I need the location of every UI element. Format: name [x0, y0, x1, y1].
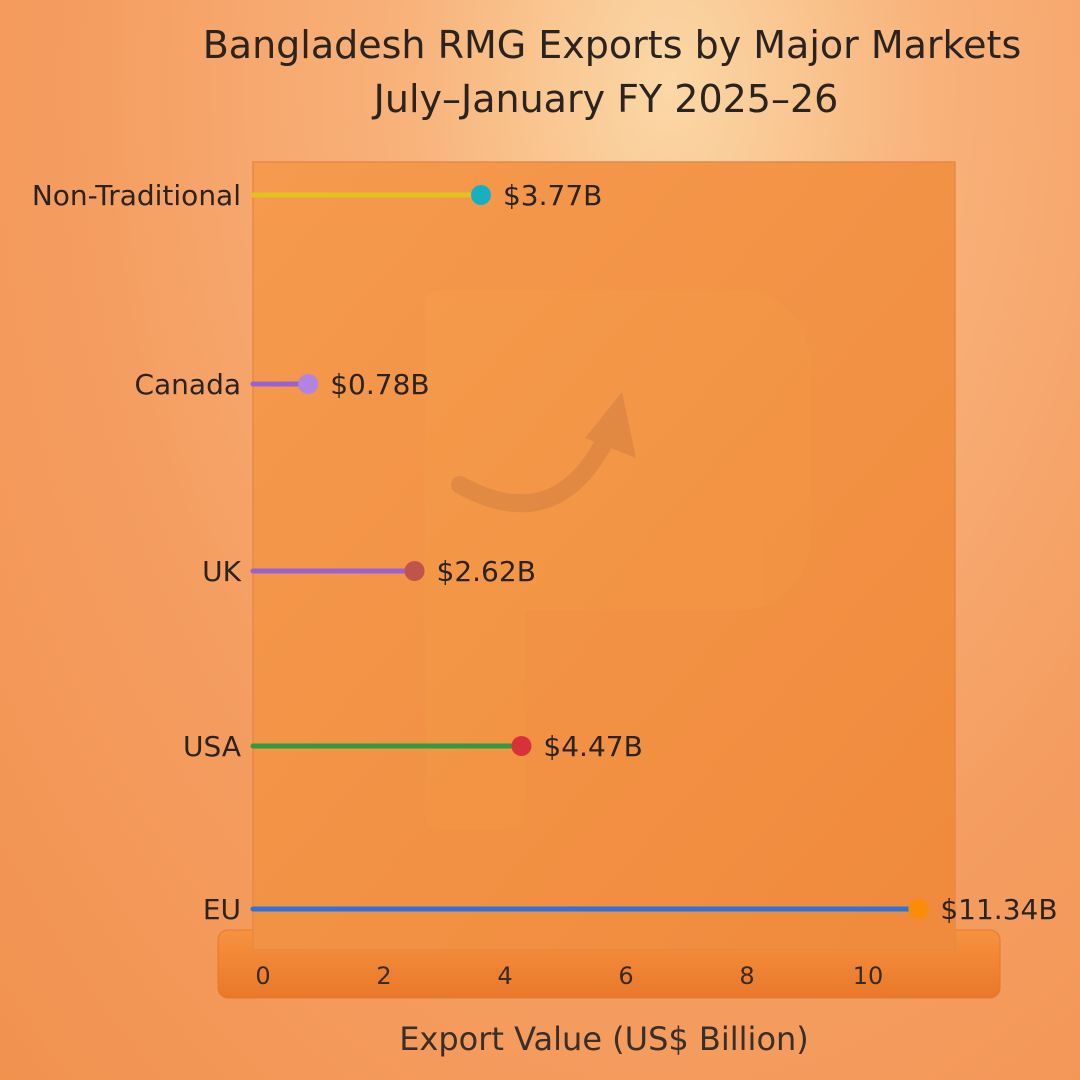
x-tick-label: 6	[618, 962, 633, 990]
lollipop-dot	[908, 899, 929, 919]
y-tick-label: Non-Traditional	[32, 179, 241, 212]
lollipop-series: $3.77B $0.78B $2.62B $4.47B $11.34B	[250, 179, 1058, 926]
value-label: $2.62B	[437, 555, 536, 588]
lollipop-dot	[470, 185, 491, 205]
y-tick-label: UK	[202, 555, 241, 588]
plot-panel	[252, 161, 956, 951]
lollipop-dot	[298, 374, 319, 394]
chart-title-line-1: Bangladesh RMG Exports by Major Markets	[203, 23, 1022, 67]
x-tick-label: 4	[497, 962, 512, 990]
y-tick-label: USA	[183, 730, 241, 763]
lollipop-dot	[511, 736, 532, 756]
x-tick-label: 8	[739, 962, 754, 990]
value-label: $11.34B	[940, 893, 1057, 926]
value-label: $0.78B	[330, 368, 429, 401]
y-axis-labels: Non-Traditional Canada UK USA EU	[32, 179, 242, 926]
y-tick-label: Canada	[134, 368, 241, 401]
x-axis-ticks: 0 2 4 6 8 10	[255, 962, 883, 990]
x-tick-label: 2	[376, 962, 391, 990]
y-tick-label: EU	[203, 893, 241, 926]
watermark-logo	[425, 290, 810, 830]
chart-title-line-2: July–January FY 2025–26	[372, 77, 839, 121]
x-axis-label: Export Value (US$ Billion)	[399, 1020, 809, 1058]
x-tick-label: 10	[853, 962, 884, 990]
value-label: $3.77B	[503, 179, 602, 212]
x-tick-label: 0	[255, 962, 270, 990]
lollipop-dot	[404, 561, 425, 581]
value-label: $4.47B	[543, 730, 642, 763]
